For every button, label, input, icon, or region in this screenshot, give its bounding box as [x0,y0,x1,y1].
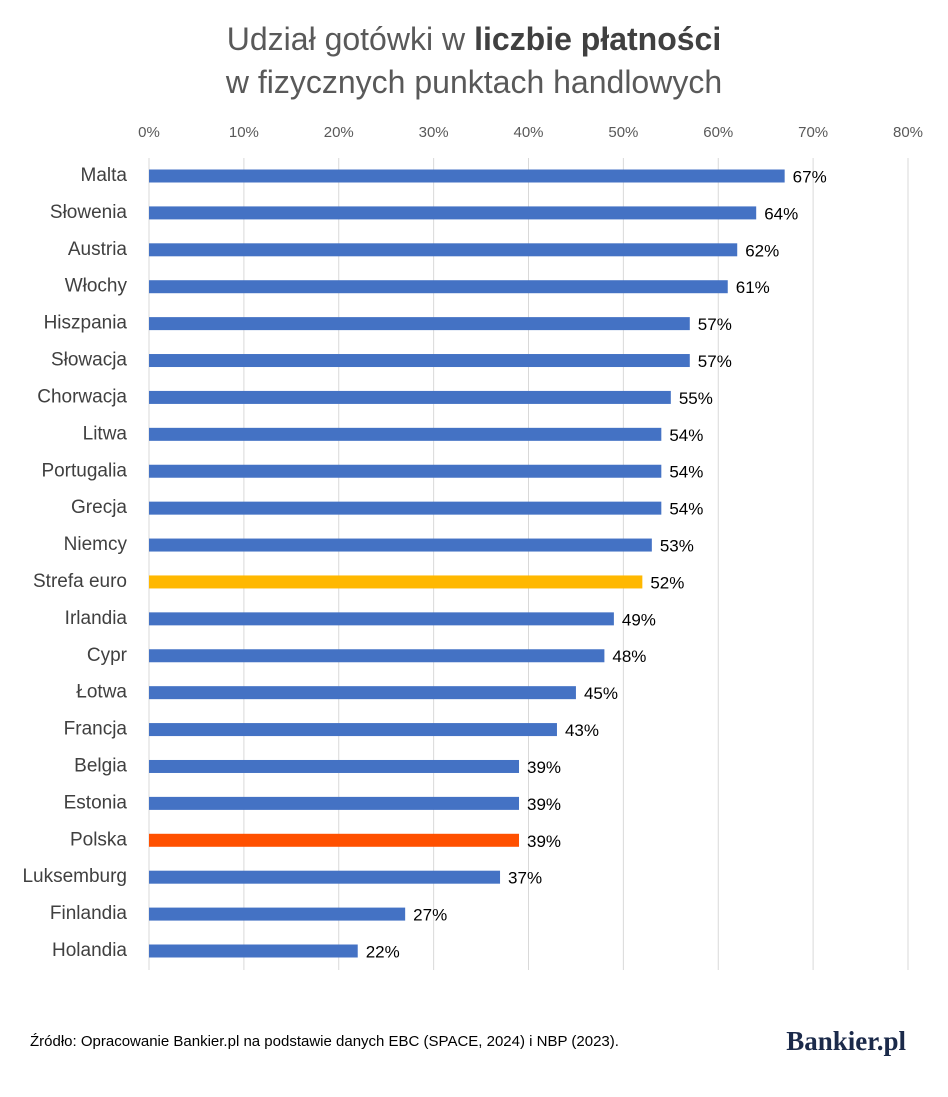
bar [149,796,520,810]
data-label: 64% [764,204,798,223]
y-tick-label: Portugalia [41,460,127,481]
bar [149,427,662,441]
bar [149,464,662,478]
x-tick-label: 20% [324,124,354,141]
y-tick-label: Włochy [65,276,128,297]
data-label: 54% [669,426,703,445]
logo: Bankier.pl [786,1026,906,1056]
bar [149,686,576,700]
y-tick-label: Luksemburg [22,866,127,887]
x-tick-label: 80% [893,124,923,141]
bar [149,575,643,589]
bar [149,354,690,368]
y-tick-label: Finlandia [50,903,128,924]
y-tick-label: Austria [68,239,128,260]
y-tick-label: Cypr [87,645,128,666]
data-label: 53% [660,537,694,556]
y-tick-label: Estonia [64,792,128,813]
data-label: 54% [669,500,703,519]
bar [149,280,728,294]
bar [149,206,757,220]
y-tick-label: Holandia [52,940,127,961]
x-tick-label: 10% [229,124,259,141]
data-label: 57% [698,315,732,334]
y-tick-label: Irlandia [65,608,128,629]
bar [149,649,605,663]
x-tick-label: 40% [513,124,543,141]
x-tick-label: 70% [798,124,828,141]
chart-title: w fizycznych punktach handlowych [225,64,722,100]
x-tick-label: 50% [608,124,638,141]
y-tick-label: Niemcy [64,534,128,555]
y-tick-label: Litwa [83,423,128,444]
title-segment: Udział gotówki w [227,21,466,57]
data-label: 67% [793,167,827,186]
data-label: 39% [527,795,561,814]
source-note: Źródło: Opracowanie Bankier.pl na podsta… [30,1033,619,1050]
data-label: 39% [527,758,561,777]
y-tick-label: Słowacja [51,350,127,371]
y-tick-label: Łotwa [76,682,127,703]
bar [149,169,785,183]
data-label: 62% [745,241,779,260]
bar [149,612,614,626]
data-label: 55% [679,389,713,408]
bar [149,759,520,773]
data-label: 45% [584,684,618,703]
data-label: 52% [650,573,684,592]
bar [149,944,358,958]
data-label: 43% [565,721,599,740]
data-label: 61% [736,278,770,297]
data-label: 49% [622,610,656,629]
y-tick-label: Chorwacja [37,386,127,407]
chart-title: Udział gotówki w liczbie płatności [227,21,721,57]
bar [149,501,662,515]
x-tick-label: 60% [703,124,733,141]
y-tick-label: Grecja [71,497,127,518]
bar [149,723,557,737]
bar [149,907,406,921]
y-tick-label: Hiszpania [44,313,128,334]
y-tick-label: Malta [81,165,128,186]
y-tick-label: Polska [70,829,127,850]
data-label: 48% [612,647,646,666]
x-tick-label: 30% [419,124,449,141]
data-label: 22% [366,942,400,961]
y-tick-label: Słowenia [50,202,128,223]
data-label: 27% [413,906,447,925]
data-label: 37% [508,869,542,888]
bar [149,833,520,847]
y-tick-label: Belgia [74,755,127,776]
bar [149,243,738,257]
y-tick-label: Strefa euro [33,571,127,592]
bar [149,538,652,552]
bar [149,390,671,404]
data-label: 57% [698,352,732,371]
data-label: 54% [669,463,703,482]
bar [149,870,501,884]
y-tick-label: Francja [64,719,128,740]
bar [149,317,690,331]
title-segment: w fizycznych punktach handlowych [225,64,722,100]
data-label: 39% [527,832,561,851]
title-segment: liczbie płatności [474,21,721,57]
x-tick-label: 0% [138,124,160,141]
